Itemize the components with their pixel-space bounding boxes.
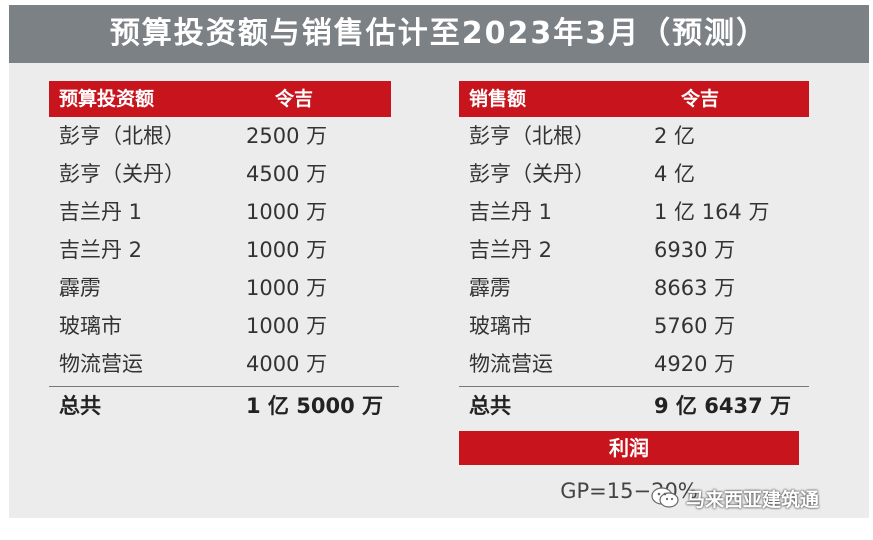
row-name: 吉兰丹 2 bbox=[59, 238, 143, 262]
watermark-text: 马来西亚建筑通 bbox=[686, 488, 820, 511]
row-name: 玻璃市 bbox=[469, 314, 532, 338]
sales-header-currency: 令吉 bbox=[681, 88, 720, 110]
row-value: 2500 万 bbox=[246, 124, 328, 148]
row-value: 4000 万 bbox=[246, 352, 328, 376]
profit-header: 利润 bbox=[459, 431, 799, 465]
investment-table: 预算投资额 令吉 彭亨（北根） 2500 万 彭亨（关丹） 4500 万 吉兰丹… bbox=[49, 81, 399, 425]
row-value: 4 亿 bbox=[654, 162, 696, 186]
row-value: 1000 万 bbox=[246, 238, 328, 262]
total-divider bbox=[459, 386, 809, 387]
table-row: 玻璃市 5760 万 bbox=[459, 307, 809, 345]
row-value: 4500 万 bbox=[246, 162, 328, 186]
table-row: 吉兰丹 1 1 亿 164 万 bbox=[459, 193, 809, 231]
table-row: 霹雳 8663 万 bbox=[459, 269, 809, 307]
row-name: 玻璃市 bbox=[59, 314, 122, 338]
row-name: 彭亨（北根） bbox=[469, 124, 595, 148]
row-name: 吉兰丹 1 bbox=[59, 200, 143, 224]
row-name: 彭亨（北根） bbox=[59, 124, 185, 148]
row-name: 彭亨（关丹） bbox=[59, 162, 185, 186]
sales-header-label: 销售额 bbox=[469, 88, 527, 110]
row-name: 霹雳 bbox=[469, 276, 511, 300]
watermark: 马来西亚建筑通 bbox=[650, 483, 865, 513]
investment-total-row: 总共 1 亿 5000 万 bbox=[49, 387, 399, 425]
table-row: 彭亨（北根） 2500 万 bbox=[49, 117, 399, 155]
row-value: 1000 万 bbox=[246, 200, 328, 224]
table-row: 彭亨（关丹） 4500 万 bbox=[49, 155, 399, 193]
table-row: 吉兰丹 2 1000 万 bbox=[49, 231, 399, 269]
investment-table-header: 预算投资额 令吉 bbox=[49, 81, 391, 117]
row-value: 1 亿 164 万 bbox=[654, 200, 770, 224]
total-label: 总共 bbox=[469, 394, 511, 418]
row-name: 霹雳 bbox=[59, 276, 101, 300]
total-label: 总共 bbox=[59, 394, 101, 418]
row-value: 4920 万 bbox=[654, 352, 736, 376]
row-value: 5760 万 bbox=[654, 314, 736, 338]
row-value: 2 亿 bbox=[654, 124, 696, 148]
wechat-icon bbox=[651, 487, 679, 508]
row-value: 1000 万 bbox=[246, 276, 328, 300]
table-row: 吉兰丹 2 6930 万 bbox=[459, 231, 809, 269]
row-name: 彭亨（关丹） bbox=[469, 162, 595, 186]
table-row: 物流营运 4000 万 bbox=[49, 345, 399, 383]
sales-table-header: 销售额 令吉 bbox=[459, 81, 809, 117]
table-row: 吉兰丹 1 1000 万 bbox=[49, 193, 399, 231]
row-value: 1000 万 bbox=[246, 314, 328, 338]
row-name: 吉兰丹 1 bbox=[469, 200, 553, 224]
infographic: 预算投资额与销售估计至2023年3月（预测） 预算投资额 令吉 彭亨（北根） 2… bbox=[9, 5, 869, 518]
table-row: 物流营运 4920 万 bbox=[459, 345, 809, 383]
row-name: 物流营运 bbox=[469, 352, 553, 376]
total-value: 9 亿 6437 万 bbox=[654, 394, 791, 418]
title-bar: 预算投资额与销售估计至2023年3月（预测） bbox=[9, 5, 869, 63]
investment-header-label: 预算投资额 bbox=[59, 88, 155, 110]
table-row: 彭亨（关丹） 4 亿 bbox=[459, 155, 809, 193]
table-row: 霹雳 1000 万 bbox=[49, 269, 399, 307]
row-value: 8663 万 bbox=[654, 276, 736, 300]
sales-total-row: 总共 9 亿 6437 万 bbox=[459, 387, 809, 425]
row-value: 6930 万 bbox=[654, 238, 736, 262]
total-value: 1 亿 5000 万 bbox=[246, 394, 383, 418]
total-divider bbox=[49, 386, 399, 387]
row-name: 吉兰丹 2 bbox=[469, 238, 553, 262]
investment-header-currency: 令吉 bbox=[275, 88, 314, 110]
sales-table: 销售额 令吉 彭亨（北根） 2 亿 彭亨（关丹） 4 亿 吉兰丹 1 1 亿 1… bbox=[459, 81, 809, 425]
table-row: 彭亨（北根） 2 亿 bbox=[459, 117, 809, 155]
row-name: 物流营运 bbox=[59, 352, 143, 376]
infographic-title: 预算投资额与销售估计至2023年3月（预测） bbox=[109, 16, 769, 51]
table-row: 玻璃市 1000 万 bbox=[49, 307, 399, 345]
